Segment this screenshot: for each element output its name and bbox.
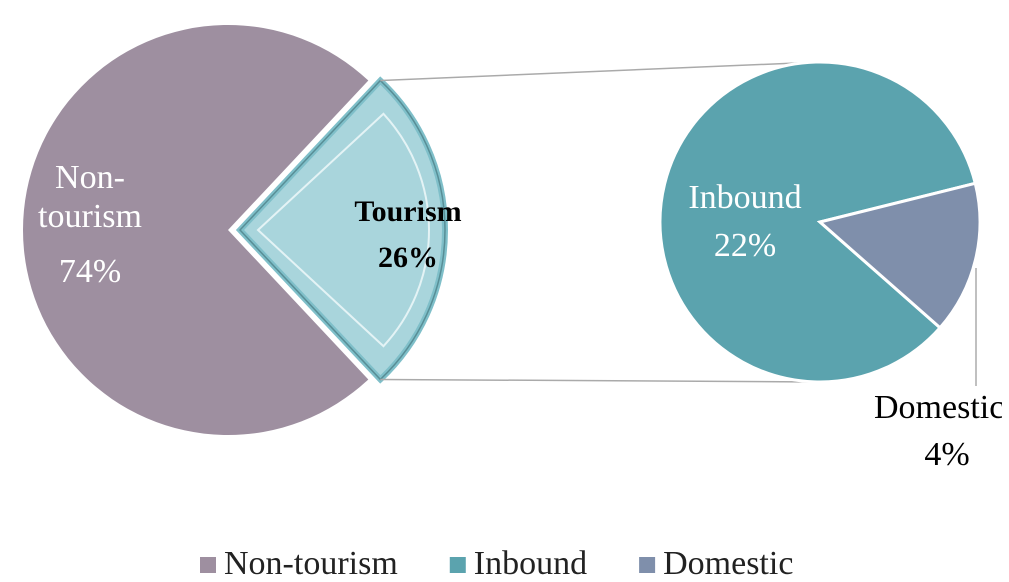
legend-swatch <box>449 557 466 573</box>
data-label: Inbound <box>688 179 801 216</box>
data-label: Non-tourism <box>38 159 142 235</box>
legend-swatch <box>639 557 656 573</box>
data-value-label: 26% <box>378 241 438 274</box>
data-label: Domestic <box>874 389 1004 426</box>
pie-slice <box>816 181 982 330</box>
legend-swatch <box>200 557 216 573</box>
data-value-label: 4% <box>924 436 969 473</box>
legend-label: Inbound <box>474 545 587 582</box>
data-label: Tourism <box>354 195 461 228</box>
data-value-label: 22% <box>714 227 776 264</box>
connector-line <box>380 61 821 82</box>
slice-rim <box>238 79 446 381</box>
slice-bevel <box>256 112 430 348</box>
data-value-label: 74% <box>59 253 121 290</box>
pie-slice <box>22 24 369 436</box>
pie-slice <box>658 60 978 384</box>
legend-label: Non-tourism <box>224 545 398 582</box>
connector-line <box>380 378 821 383</box>
legend-label: Domestic <box>663 545 793 582</box>
